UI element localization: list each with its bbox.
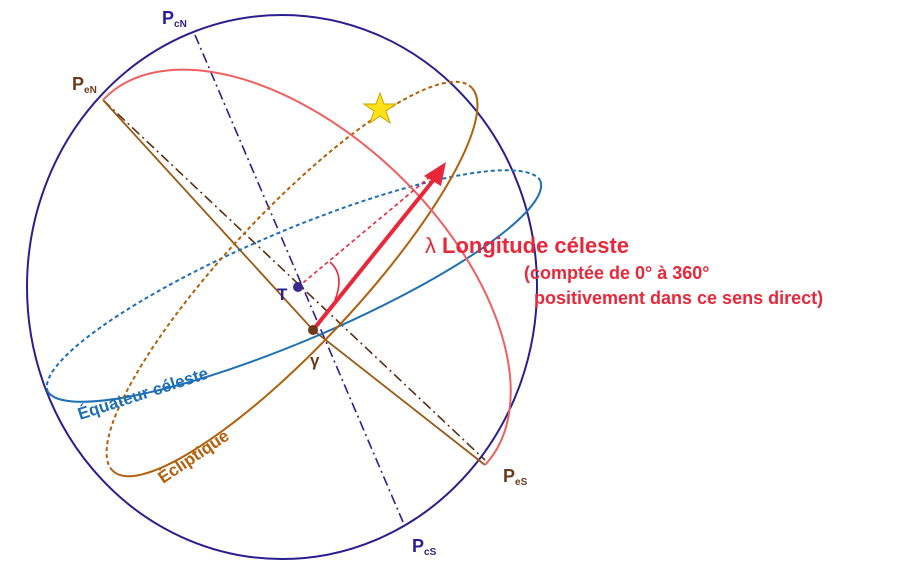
celestial-axis — [194, 34, 404, 523]
longitude-arrow — [311, 170, 442, 332]
arrow-head — [424, 162, 446, 186]
longitude-name: Longitude céleste — [442, 233, 629, 258]
vernal-point — [308, 325, 318, 335]
ecliptic-front — [111, 87, 479, 478]
equator-back — [45, 169, 541, 393]
ecliptic-axis — [102, 99, 486, 461]
pole-label: PcS — [412, 536, 437, 558]
earth-point — [293, 282, 303, 292]
equator-label: Équateur céleste — [75, 364, 210, 424]
angle-arc — [329, 261, 340, 301]
earth-label: T — [277, 285, 288, 304]
pole-main: P — [162, 8, 174, 28]
ecliptic-label: Écliptique — [155, 426, 233, 487]
meridian — [102, 68, 512, 466]
celestial-sphere — [26, 14, 538, 560]
pole-sub: eS — [515, 477, 528, 488]
longitude-note: (comptée de 0° à 360° — [524, 263, 709, 283]
pole-sub: cN — [174, 19, 187, 30]
pole-sub: cS — [424, 547, 437, 558]
longitude-note: positivement dans ce sens direct) — [534, 288, 823, 308]
pole-label: PeN — [72, 74, 97, 96]
pole-label: PcN — [162, 8, 187, 30]
pole-main: P — [503, 466, 515, 486]
ecliptic-back — [105, 80, 473, 471]
star — [362, 91, 398, 125]
pole-main: P — [412, 536, 424, 556]
direction-line — [297, 164, 445, 288]
vernal-label: γ — [310, 351, 320, 370]
lambda: λ — [425, 233, 436, 258]
longitude-title: λ Longitude céleste — [425, 233, 629, 258]
pole-sub: eN — [84, 85, 97, 96]
pole-label: PeS — [503, 466, 528, 488]
equator-front — [47, 179, 543, 403]
pole-main: P — [72, 74, 84, 94]
